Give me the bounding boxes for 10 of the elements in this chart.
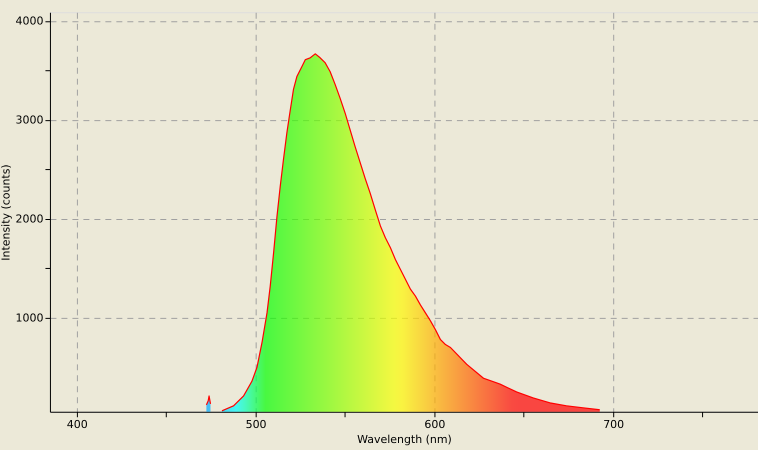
y-tick-label: 1000 [16,311,44,324]
y-tick-label: 4000 [16,14,44,28]
x-tick-label: 600 [424,418,446,432]
x-tick-label: 400 [66,418,88,432]
y-axis-title: Intensity (counts) [0,164,12,261]
x-tick-label: 700 [603,418,624,432]
x-axis-title: Wavelength (nm) [357,433,452,446]
y-tick-label: 3000 [16,114,44,127]
y-tick-label: 2000 [16,212,44,226]
x-tick-label: 500 [246,418,267,432]
